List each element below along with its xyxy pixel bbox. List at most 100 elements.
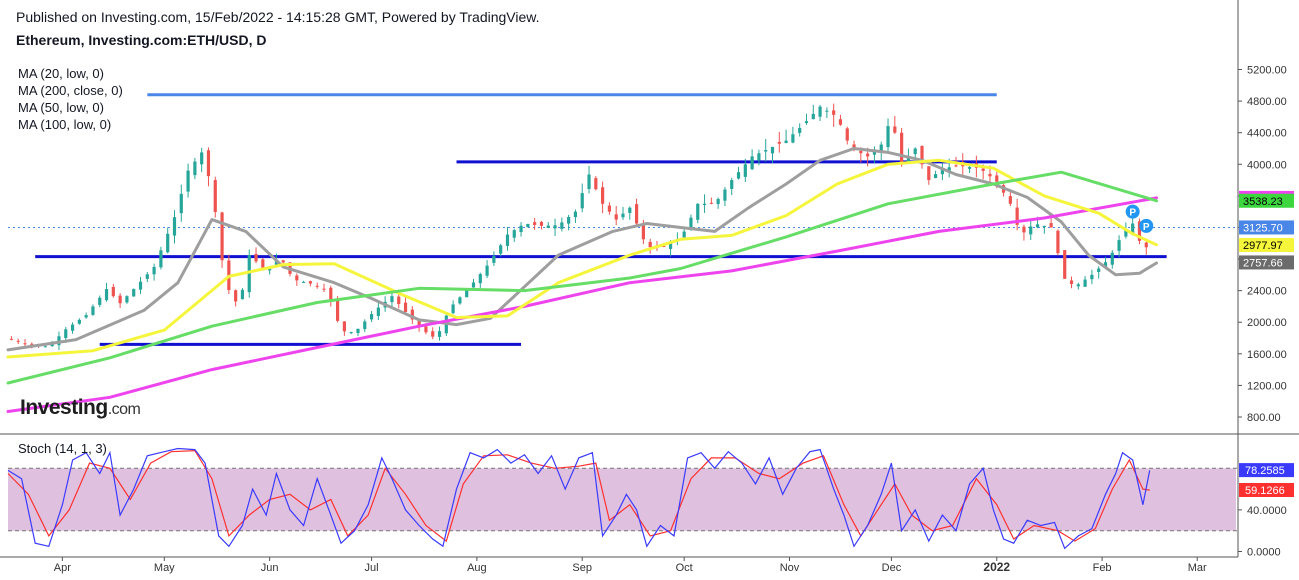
candle-body [662, 245, 666, 247]
ma-legend-item: MA (20, low, 0) [18, 66, 104, 81]
candle-body [505, 234, 510, 246]
price-label-box [1239, 220, 1294, 235]
candle-body [580, 193, 584, 209]
candle-body [954, 165, 958, 167]
stoch-label-text: 59.1266 [1245, 485, 1285, 497]
candle-body [1076, 284, 1080, 287]
candle-body [369, 314, 374, 320]
candle-body [920, 146, 924, 165]
price-label-text: 3125.70 [1243, 222, 1283, 234]
candle-body [132, 289, 136, 297]
candle-body [811, 113, 815, 120]
candle-body [567, 217, 571, 224]
candle-body [777, 141, 781, 144]
candle-body [1144, 242, 1148, 248]
candle-body [478, 274, 482, 284]
candle-body [900, 132, 904, 165]
candle-body [1015, 207, 1019, 225]
candle-body [696, 203, 700, 220]
candle-body [349, 332, 353, 334]
time-tick-label: Dec [882, 562, 902, 574]
candle-body [967, 167, 972, 169]
time-tick-label: Jun [261, 562, 279, 574]
stoch-label-text: 78.2585 [1245, 465, 1285, 477]
candle-body [471, 282, 476, 288]
logo-main: Investing [20, 396, 108, 419]
ma-20-low-line [6, 147, 1158, 352]
candle-body [913, 148, 917, 155]
candle-body [601, 187, 605, 204]
candle-body [634, 204, 639, 224]
price-tick-label: 4400.00 [1247, 128, 1287, 140]
candle-body [702, 203, 707, 206]
price-label-box [1239, 193, 1294, 208]
candle-body [1042, 225, 1046, 228]
price-tick-label: 4000.00 [1247, 159, 1287, 171]
candle-body [315, 285, 319, 287]
price-tick-label: 4800.00 [1247, 96, 1287, 108]
investing-logo: Investing.com [20, 396, 141, 420]
candle-body [329, 287, 333, 301]
candle-body [261, 259, 265, 268]
time-tick-label: Apr [54, 562, 71, 574]
stoch-tick-label: 40.0000 [1247, 505, 1287, 517]
candle-body [77, 319, 81, 324]
candle-body [458, 297, 462, 304]
logo-suffix: .com [107, 401, 141, 418]
candle-body [30, 343, 34, 345]
candle-body [342, 321, 346, 332]
candle-body [723, 189, 727, 201]
time-tick-label: Mar [1188, 562, 1207, 574]
candle-body [206, 150, 211, 177]
candle-body [84, 315, 88, 318]
candle-body [1097, 268, 1101, 272]
candle-body [988, 173, 992, 177]
candle-body [1063, 250, 1067, 279]
candle-body [23, 343, 27, 345]
candle-body [832, 110, 836, 115]
price-tick-label: 1200.00 [1247, 380, 1287, 392]
candle-body [200, 152, 204, 165]
candle-body [485, 265, 489, 276]
candle-body [1035, 224, 1040, 228]
stoch-legend: Stoch (14, 1, 3) [18, 441, 107, 456]
candle-body [947, 167, 951, 173]
price-tick-label: 1600.00 [1247, 349, 1287, 361]
candle-body [641, 224, 645, 240]
candle-body [709, 202, 713, 204]
candle-body [906, 156, 911, 162]
price-label-text: 3538.23 [1243, 196, 1283, 208]
candle-body [1103, 262, 1108, 268]
candle-body [111, 286, 115, 297]
time-tick-label: Feb [1093, 562, 1112, 574]
candle-body [1049, 223, 1053, 228]
candle-body [104, 289, 109, 301]
candle-body [145, 274, 149, 279]
candle-body [886, 126, 890, 148]
candle-body [1029, 226, 1033, 235]
price-label-text: 2757.66 [1243, 257, 1283, 269]
symbol-title: Ethereum, Investing.com:ETH/USD, D [16, 32, 267, 48]
time-tick-label: 2022 [983, 560, 1010, 574]
candle-body [9, 338, 13, 340]
candle-body [682, 231, 686, 238]
candle-body [587, 174, 591, 190]
p-marker-label: P [1129, 208, 1136, 219]
candle-body [512, 230, 516, 238]
candle-body [716, 199, 720, 205]
candle-body [302, 281, 306, 283]
candle-body [573, 211, 578, 218]
candle-body [220, 212, 224, 261]
time-tick-label: Aug [467, 562, 487, 574]
candle-body [526, 223, 530, 228]
candle-body [437, 331, 442, 337]
candle-body [764, 150, 768, 152]
candle-body [138, 281, 143, 290]
candle-body [465, 290, 469, 298]
candle-body [410, 309, 414, 320]
candle-body [730, 180, 734, 189]
candle-body [927, 166, 931, 181]
candle-body [308, 281, 313, 284]
p-marker [1139, 218, 1154, 233]
